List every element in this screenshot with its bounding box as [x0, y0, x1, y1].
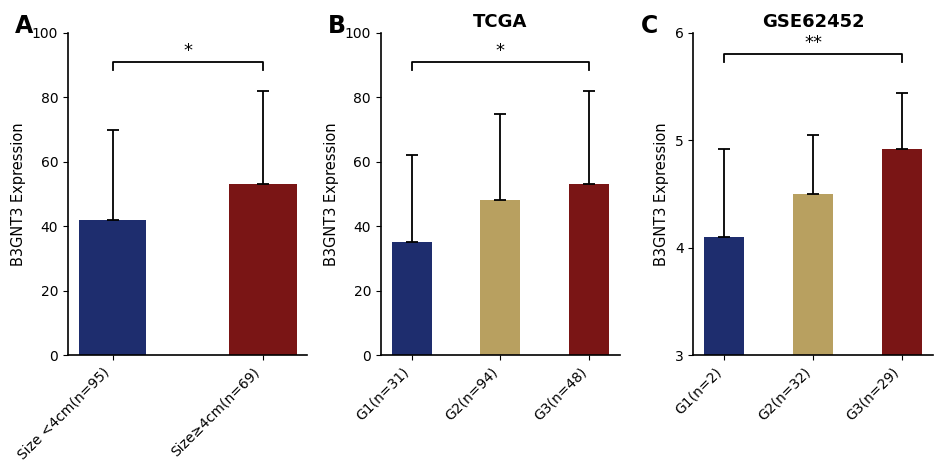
Bar	[569, 184, 609, 355]
Bar	[480, 201, 520, 355]
Bar	[882, 149, 922, 473]
Text: A: A	[15, 14, 34, 38]
Y-axis label: B3GNT3 Expression: B3GNT3 Expression	[11, 122, 26, 266]
Title: TCGA: TCGA	[473, 13, 528, 31]
Text: *: *	[183, 43, 193, 61]
Text: **: **	[804, 35, 822, 53]
Bar	[392, 242, 431, 355]
Y-axis label: B3GNT3 Expression: B3GNT3 Expression	[654, 122, 669, 266]
Text: *: *	[496, 43, 505, 61]
Text: B: B	[329, 14, 346, 38]
Bar	[79, 220, 146, 355]
Title: GSE62452: GSE62452	[762, 13, 865, 31]
Bar	[704, 237, 744, 473]
Y-axis label: B3GNT3 Expression: B3GNT3 Expression	[324, 122, 339, 266]
Text: C: C	[641, 14, 658, 38]
Bar	[229, 184, 296, 355]
Bar	[793, 194, 834, 473]
